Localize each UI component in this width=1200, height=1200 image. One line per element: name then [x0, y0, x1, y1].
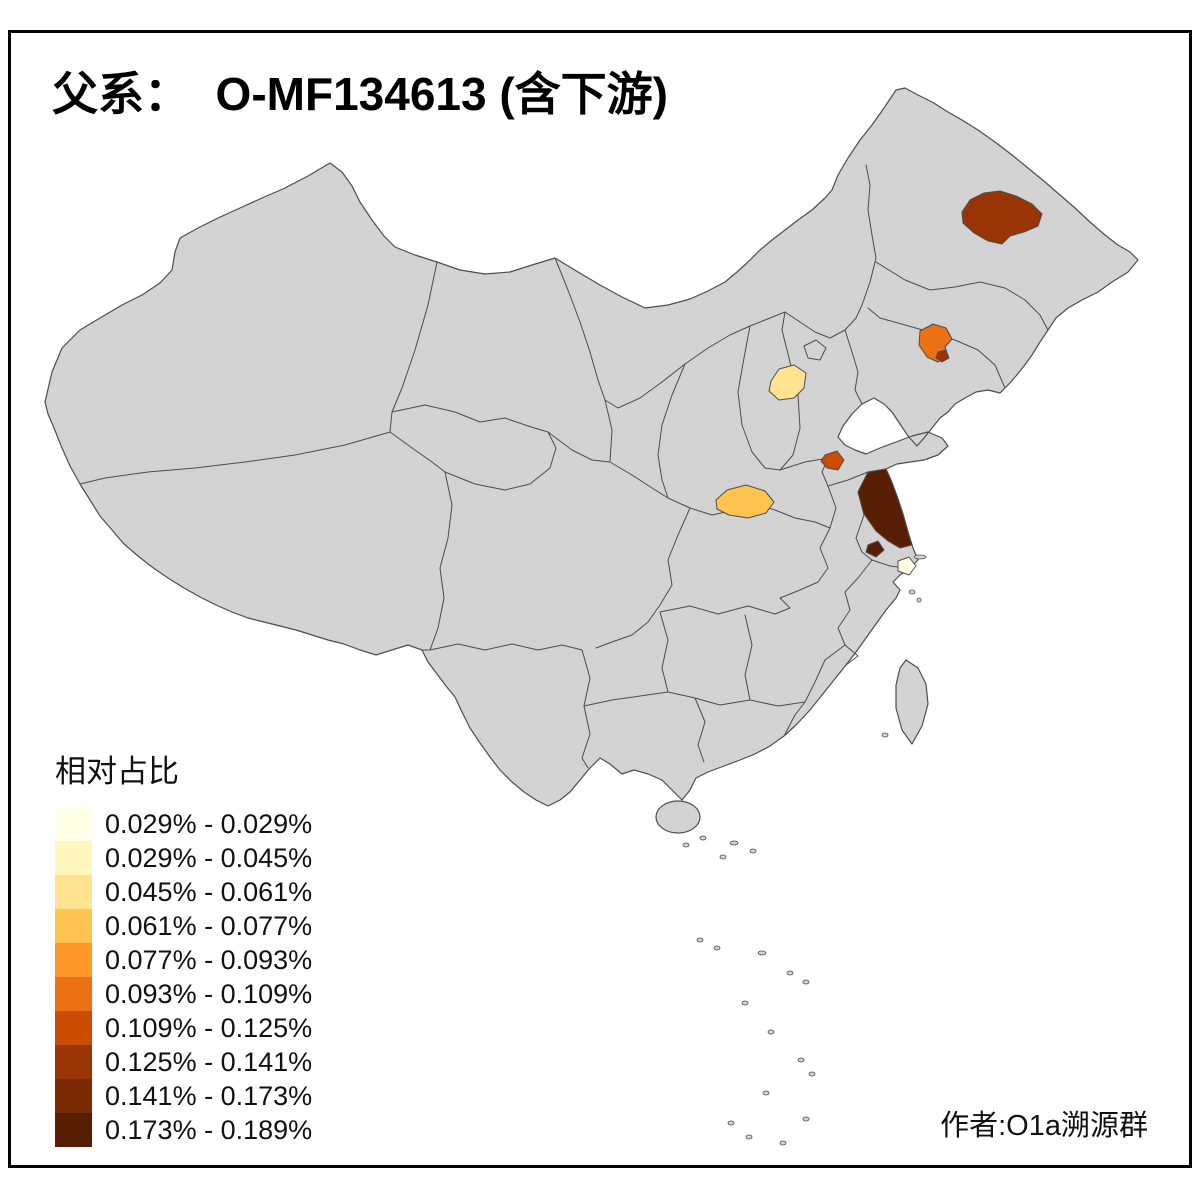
legend-label: 0.029% - 0.029%	[105, 808, 313, 839]
legend-swatch	[55, 875, 92, 909]
legend-item: 0.141% - 0.173%	[55, 1079, 312, 1113]
province-borders-west	[79, 261, 557, 651]
highlight-region-river-mouth	[897, 556, 917, 576]
legend-label: 0.125% - 0.141%	[105, 1046, 313, 1077]
province-borders	[79, 164, 1049, 769]
highlight-region-east-coast	[857, 468, 913, 549]
legend-label: 0.077% - 0.093%	[105, 944, 313, 975]
province-borders-south	[429, 507, 873, 769]
highlighted-regions	[715, 190, 1043, 576]
province-borders-center	[547, 311, 906, 569]
legend-item: 0.061% - 0.077%	[55, 909, 312, 943]
legend-item: 0.029% - 0.029%	[55, 807, 312, 841]
page-title: 父系： O-MF134613 (含下游)	[52, 68, 668, 120]
legend-title: 相对占比	[55, 754, 179, 789]
highlight-region-northeast	[961, 190, 1043, 245]
legend-swatch	[55, 1113, 92, 1147]
legend-label: 0.045% - 0.061%	[105, 876, 313, 907]
legend-swatch	[55, 1011, 92, 1045]
legend-item: 0.077% - 0.093%	[55, 943, 312, 977]
legend-swatch	[55, 977, 92, 1011]
legend-label: 0.141% - 0.173%	[105, 1080, 313, 1111]
legend-swatch	[55, 1079, 92, 1113]
mainland-outline	[44, 87, 1139, 807]
legend-label: 0.029% - 0.045%	[105, 842, 313, 873]
legend-swatch	[55, 909, 92, 943]
author-credit: 作者:O1a溯源群	[940, 1110, 1148, 1142]
highlight-region-east-small-spot	[820, 450, 845, 471]
legend-rows: 0.029% - 0.029% 0.029% - 0.045% 0.045% -…	[55, 807, 312, 1147]
legend-item: 0.029% - 0.045%	[55, 841, 312, 875]
highlight-region-northeast-south-spot	[935, 349, 950, 363]
legend-swatch	[55, 841, 92, 875]
legend-item: 0.093% - 0.109%	[55, 977, 312, 1011]
legend: 相对占比 0.029% - 0.029% 0.029% - 0.045% 0.0…	[55, 746, 312, 1147]
highlight-region-central	[715, 484, 775, 519]
legend-item: 0.173% - 0.189%	[55, 1113, 312, 1147]
legend-label: 0.093% - 0.109%	[105, 978, 313, 1009]
legend-item: 0.109% - 0.125%	[55, 1011, 312, 1045]
highlight-region-north	[768, 364, 807, 401]
legend-label: 0.109% - 0.125%	[105, 1012, 313, 1043]
map-root	[44, 87, 1139, 1146]
legend-item: 0.045% - 0.061%	[55, 875, 312, 909]
legend-label: 0.061% - 0.077%	[105, 910, 313, 941]
legend-item: 0.125% - 0.141%	[55, 1045, 312, 1079]
legend-swatch	[55, 807, 92, 841]
legend-swatch	[55, 943, 92, 977]
highlight-region-east-coast-dot	[865, 540, 885, 558]
south-china-sea-islands	[682, 554, 927, 1146]
taiwan-island	[895, 659, 929, 745]
legend-swatch	[55, 1045, 92, 1079]
legend-label: 0.173% - 0.189%	[105, 1114, 313, 1145]
hainan-island	[655, 800, 701, 834]
